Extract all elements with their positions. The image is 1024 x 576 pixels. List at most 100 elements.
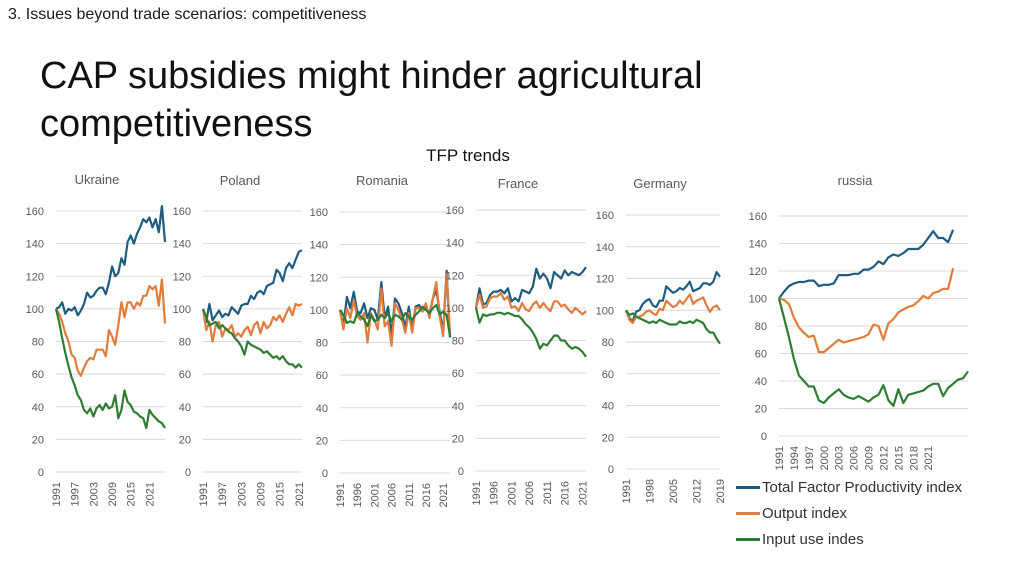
y-tick-label: 20 xyxy=(179,434,191,446)
y-tick-label: 20 xyxy=(316,435,328,447)
y-tick-label: 0 xyxy=(458,466,464,478)
y-tick-label: 120 xyxy=(173,271,191,283)
y-tick-label: 40 xyxy=(179,402,191,414)
y-tick-label: 140 xyxy=(173,239,191,251)
x-tick-label: 2011 xyxy=(404,483,416,507)
y-tick-label: 40 xyxy=(32,402,44,414)
x-tick-label: 1991 xyxy=(621,479,633,503)
x-tick-label: 2021 xyxy=(294,482,306,506)
y-tick-label: 0 xyxy=(761,431,767,443)
series-line-tfp xyxy=(778,229,955,300)
legend-item-tfp: Total Factor Productivity index xyxy=(736,474,962,500)
figure-title: TFP trends xyxy=(426,146,510,165)
series-line-output xyxy=(778,268,955,354)
y-tick-label: 60 xyxy=(452,368,464,380)
legend-label-tfp: Total Factor Productivity index xyxy=(762,478,963,496)
x-tick-label: 1996 xyxy=(489,481,501,505)
series-line-output xyxy=(55,278,167,377)
x-tick-label: 1991 xyxy=(198,482,210,506)
legend-swatch-output xyxy=(736,511,760,515)
slide-title: CAP subsidies might hinder agricultural … xyxy=(40,55,703,145)
x-tick-label: 2006 xyxy=(524,481,536,505)
chart-title: Romania xyxy=(356,173,409,188)
chart-france: 0 20 40 60 80 100 120 140 160 1991 1996 2001 2006 201… xyxy=(446,176,590,505)
y-tick-label: 20 xyxy=(452,433,464,445)
x-tick-label: 2003 xyxy=(236,482,248,506)
y-tick-label: 160 xyxy=(26,206,44,218)
x-tick-label: 2015 xyxy=(126,482,138,506)
chart-poland: 0 20 40 60 80 100 120 140 160 1991 1997 2003 2009 201… xyxy=(173,173,306,506)
x-tick-label: 2021 xyxy=(438,483,450,507)
x-tick-label: 1991 xyxy=(774,446,786,470)
y-tick-label: 20 xyxy=(755,404,767,416)
chart-germany: 0 20 40 60 80 100 120 140 160 1991 1998 2005 2012 201… xyxy=(596,176,727,503)
x-tick-label: 2018 xyxy=(908,446,920,470)
y-tick-label: 60 xyxy=(316,370,328,382)
y-tick-label: 160 xyxy=(749,211,767,223)
y-tick-label: 160 xyxy=(310,207,328,219)
y-tick-label: 160 xyxy=(596,210,614,222)
x-tick-label: 1991 xyxy=(335,483,347,507)
x-tick-label: 2009 xyxy=(864,446,876,470)
legend-swatch-input xyxy=(736,537,760,541)
chart-title: France xyxy=(498,176,538,191)
x-tick-label: 2019 xyxy=(715,479,727,503)
series-line-tfp xyxy=(201,249,303,323)
y-tick-label: 120 xyxy=(310,272,328,284)
y-tick-label: 160 xyxy=(446,205,464,217)
section-label: 3. Issues beyond trade scenarios: compet… xyxy=(8,6,367,23)
y-tick-label: 120 xyxy=(26,271,44,283)
x-tick-label: 2012 xyxy=(878,446,890,470)
y-tick-label: 80 xyxy=(316,338,328,350)
x-tick-label: 2005 xyxy=(668,479,680,503)
chart-title: Ukraine xyxy=(75,172,120,187)
x-tick-label: 2011 xyxy=(542,481,554,505)
legend-item-output: Output index xyxy=(736,500,962,526)
y-tick-label: 160 xyxy=(173,206,191,218)
x-tick-label: 2009 xyxy=(107,482,119,506)
legend-label-input: Input use indes xyxy=(762,530,864,548)
y-tick-label: 60 xyxy=(179,369,191,381)
x-tick-label: 2012 xyxy=(692,479,704,503)
y-tick-label: 40 xyxy=(316,403,328,415)
series-line-output xyxy=(624,293,721,325)
x-tick-label: 2021 xyxy=(144,482,156,506)
x-tick-label: 2006 xyxy=(387,483,399,507)
y-tick-label: 20 xyxy=(32,434,44,446)
y-tick-label: 100 xyxy=(310,305,328,317)
y-tick-label: 80 xyxy=(32,337,44,349)
x-tick-label: 2015 xyxy=(893,446,905,470)
x-tick-label: 2006 xyxy=(849,446,861,470)
x-tick-label: 1997 xyxy=(217,482,229,506)
y-tick-label: 80 xyxy=(755,321,767,333)
y-tick-label: 60 xyxy=(602,369,614,381)
x-tick-label: 1991 xyxy=(471,481,483,505)
y-tick-label: 80 xyxy=(179,337,191,349)
series-line-output xyxy=(201,302,303,343)
x-tick-label: 2001 xyxy=(369,483,381,507)
series-line-input xyxy=(54,308,166,430)
series-line-input xyxy=(339,303,452,337)
x-tick-label: 1998 xyxy=(645,479,657,503)
x-tick-label: 1997 xyxy=(70,482,82,506)
y-tick-label: 100 xyxy=(446,303,464,315)
y-tick-label: 140 xyxy=(596,242,614,254)
y-tick-label: 100 xyxy=(173,304,191,316)
x-tick-label: 2000 xyxy=(819,446,831,470)
y-tick-label: 20 xyxy=(602,432,614,444)
legend: Total Factor Productivity index Output i… xyxy=(736,474,962,552)
y-tick-label: 0 xyxy=(322,468,328,480)
y-tick-label: 140 xyxy=(310,240,328,252)
series-line-input xyxy=(474,307,587,358)
series-line-output xyxy=(338,272,452,347)
x-tick-label: 2021 xyxy=(923,446,935,470)
chart-title: Poland xyxy=(220,173,260,188)
x-tick-label: 2003 xyxy=(834,446,846,470)
chart-ukraine: 0 20 40 60 80 100 120 140 160 1991 1997 2003 2009 201… xyxy=(26,172,167,506)
y-tick-label: 140 xyxy=(26,239,44,251)
y-tick-label: 40 xyxy=(602,401,614,413)
x-tick-label: 2015 xyxy=(275,482,287,506)
y-tick-label: 60 xyxy=(755,349,767,361)
x-tick-label: 2003 xyxy=(88,482,100,506)
